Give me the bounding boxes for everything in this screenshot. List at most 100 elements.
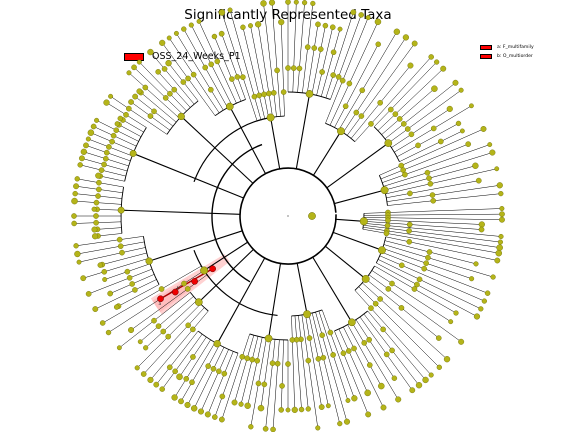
- taxon-node: [194, 298, 203, 306]
- branch: [143, 307, 205, 375]
- taxon-node: [411, 40, 418, 47]
- taxon-node: [128, 99, 134, 105]
- taxon-node: [306, 335, 313, 341]
- taxon-node: [423, 260, 429, 266]
- branch: [381, 251, 488, 294]
- taxon-node: [200, 266, 209, 275]
- taxon-node: [231, 399, 238, 406]
- branch: [221, 12, 258, 121]
- branch: [376, 262, 478, 317]
- taxon-node: [495, 249, 503, 257]
- taxon-node: [380, 404, 387, 411]
- taxon-node: [395, 396, 402, 403]
- taxon-node: [225, 102, 234, 111]
- legend-label-clade-a: a: F_multifamily: [497, 44, 534, 50]
- taxon-node: [159, 39, 166, 46]
- taxon-node: [123, 111, 129, 118]
- branch: [83, 258, 149, 279]
- taxon-node: [185, 322, 192, 329]
- branch: [292, 2, 297, 93]
- taxon-node: [329, 24, 336, 31]
- taxon-node: [469, 276, 475, 282]
- branch: [371, 270, 451, 322]
- taxon-node: [248, 23, 254, 29]
- class-arc: [193, 116, 275, 183]
- legend-swatch-clade-b: [480, 54, 492, 59]
- taxon-node: [90, 123, 97, 130]
- taxon-node: [337, 26, 343, 32]
- branch: [78, 247, 146, 263]
- taxon-node: [216, 368, 222, 375]
- taxon-node: [368, 121, 374, 127]
- class-arc: [193, 249, 278, 317]
- taxon-node: [113, 127, 120, 133]
- taxon-node: [428, 372, 434, 378]
- taxon-node: [346, 80, 353, 87]
- taxon-node: [290, 65, 297, 71]
- branch: [346, 43, 415, 136]
- taxon-node: [402, 34, 410, 41]
- branch: [367, 310, 426, 381]
- taxon-node: [375, 41, 381, 48]
- taxon-node: [490, 274, 496, 280]
- taxon-node: [105, 329, 112, 336]
- taxon-node: [406, 238, 413, 245]
- branch: [396, 123, 459, 158]
- taxon-node: [119, 249, 125, 256]
- branch: [373, 61, 437, 127]
- taxon-node: [351, 345, 357, 352]
- taxon-node: [173, 30, 179, 36]
- taxon-node: [407, 62, 414, 69]
- taxon-node: [320, 354, 327, 361]
- branch: [363, 208, 502, 214]
- taxon-node: [256, 92, 263, 99]
- taxon-node: [257, 404, 265, 412]
- highlight-band-family: [152, 278, 194, 313]
- taxon-node: [280, 89, 287, 95]
- taxon-node: [499, 206, 505, 212]
- taxon-node: [345, 398, 351, 403]
- branch: [193, 347, 225, 409]
- taxon-node: [342, 103, 349, 110]
- taxon-node: [305, 90, 314, 98]
- branch: [385, 168, 497, 195]
- branch: [140, 296, 194, 342]
- branch: [316, 27, 333, 96]
- branch: [324, 245, 367, 280]
- branch: [221, 333, 250, 420]
- taxon-node: [414, 281, 420, 288]
- taxon-node: [202, 64, 209, 71]
- taxon-node: [266, 90, 272, 97]
- taxon-node: [204, 411, 211, 418]
- taxon-node: [443, 356, 451, 363]
- taxon-node: [126, 105, 132, 112]
- taxon-node: [285, 0, 291, 5]
- taxon-node: [129, 281, 135, 287]
- taxon-node: [80, 148, 87, 155]
- taxon-node: [251, 93, 258, 100]
- taxon-node: [214, 58, 221, 65]
- branch: [207, 351, 234, 415]
- taxon-node: [98, 167, 105, 173]
- taxon-node: [359, 217, 368, 226]
- branch: [326, 142, 389, 189]
- taxon-node: [455, 120, 462, 127]
- taxon-node: [162, 95, 169, 101]
- branch: [312, 130, 342, 176]
- taxon-node: [350, 9, 357, 16]
- taxon-node: [296, 65, 303, 72]
- taxon-node: [77, 162, 83, 168]
- taxon-node: [473, 313, 481, 320]
- taxon-node: [319, 332, 325, 338]
- taxon-node: [136, 59, 142, 65]
- branch: [200, 349, 229, 412]
- branch: [242, 27, 266, 119]
- taxon-node: [494, 166, 500, 172]
- branch: [133, 67, 184, 115]
- taxon-node: [212, 414, 218, 420]
- taxon-node: [319, 69, 325, 75]
- taxon-node: [311, 45, 318, 51]
- taxon-node: [301, 0, 308, 6]
- branch: [386, 180, 479, 199]
- taxon-node: [178, 398, 184, 405]
